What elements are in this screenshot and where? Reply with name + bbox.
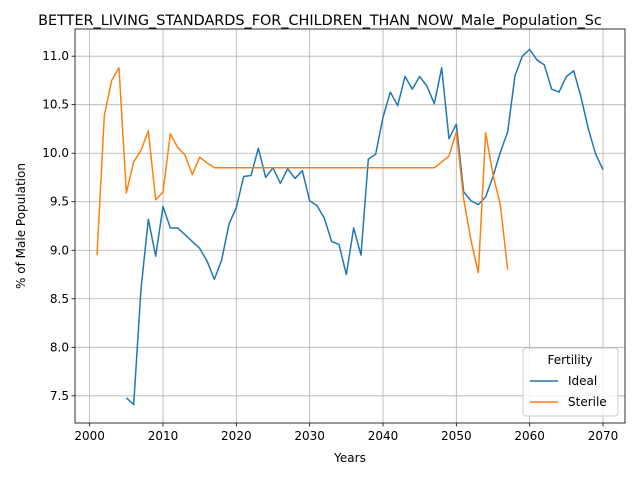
grid-lines xyxy=(75,29,625,423)
x-tick-label: 2060 xyxy=(514,429,545,443)
y-tick-label: 8.5 xyxy=(50,292,69,306)
x-tick-label: 2010 xyxy=(148,429,179,443)
y-tick-label: 11.0 xyxy=(42,49,69,63)
x-tick-label: 2070 xyxy=(588,429,619,443)
chart-title: BETTER_LIVING_STANDARDS_FOR_CHILDREN_THA… xyxy=(38,13,602,29)
x-tick-label: 2000 xyxy=(74,429,105,443)
plot-area xyxy=(74,28,626,424)
x-axis-label: Years xyxy=(333,451,366,465)
series-lines xyxy=(96,48,604,406)
y-tick-label: 9.5 xyxy=(50,195,69,209)
legend: Fertility Ideal Sterile xyxy=(522,347,619,417)
legend-title: Fertility xyxy=(547,353,592,367)
y-tick-label: 10.0 xyxy=(42,146,69,160)
y-axis-label: % of Male Population xyxy=(14,163,28,289)
series-line-sterile xyxy=(96,67,509,274)
x-tick-label: 2020 xyxy=(221,429,252,443)
series-line-ideal xyxy=(125,48,604,406)
legend-label-ideal: Ideal xyxy=(568,374,597,388)
legend-box xyxy=(522,347,619,417)
y-tick-label: 9.0 xyxy=(50,243,69,257)
x-tick-label: 2050 xyxy=(441,429,472,443)
y-tick-label: 7.5 xyxy=(50,389,69,403)
x-tick-label: 2040 xyxy=(368,429,399,443)
axis-ticks: 2000 2010 2020 2030 2040 2050 2060 2070 7.5 8.0 8.… xyxy=(42,49,618,443)
legend-label-sterile: Sterile xyxy=(568,395,607,409)
y-tick-label: 8.0 xyxy=(50,340,69,354)
x-tick-label: 2030 xyxy=(294,429,325,443)
y-tick-label: 10.5 xyxy=(42,98,69,112)
